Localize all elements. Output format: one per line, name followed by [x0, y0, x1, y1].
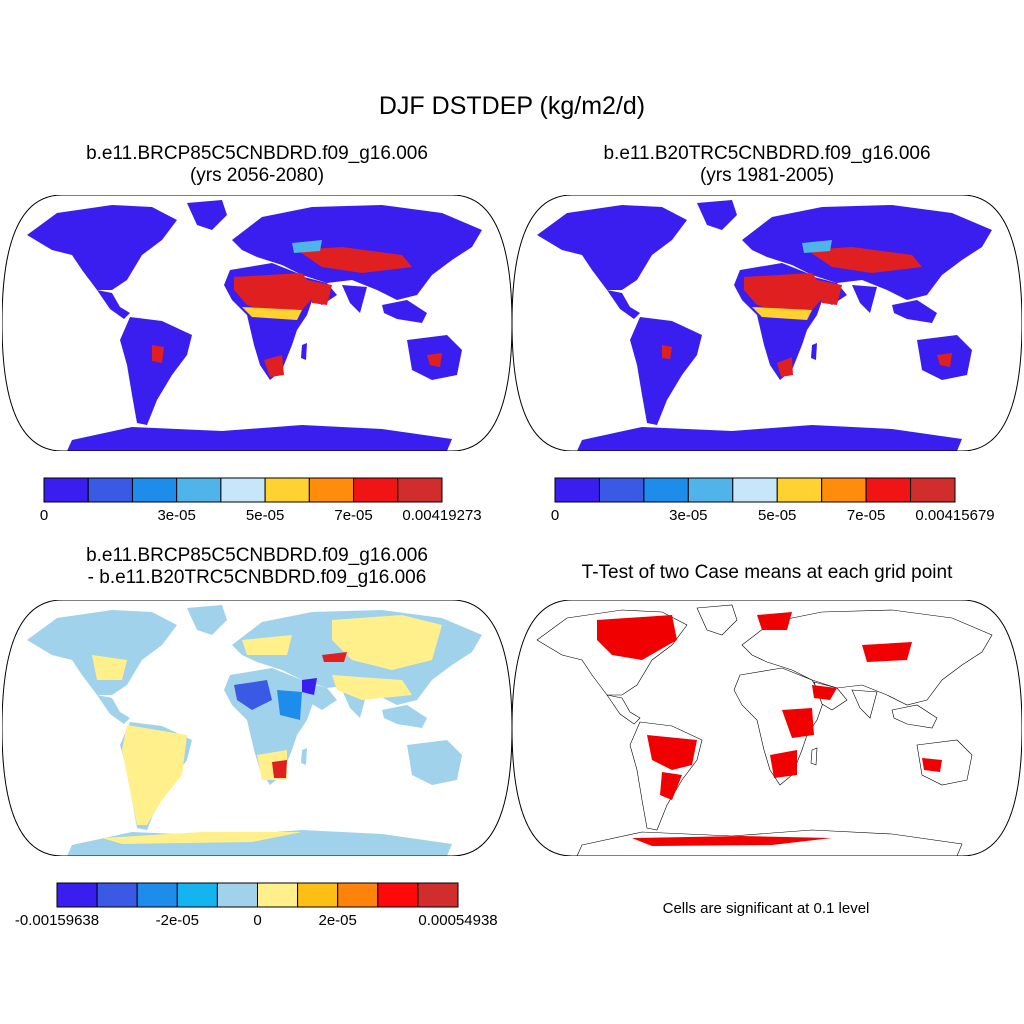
colorbar-swatch — [598, 477, 645, 503]
map-difference — [2, 600, 512, 856]
colorbar-case2-labels: 0 3e-05 5e-05 7e-05 0.00415679 — [550, 507, 995, 527]
colorbar-swatch — [308, 477, 355, 503]
panel-diff-title-line2: - b.e11.B20TRC5CNBDRD.f09_g16.006 — [87, 567, 427, 588]
panel-case2-title: b.e11.B20TRC5CNBDRD.f09_g16.006 (yrs 198… — [567, 143, 967, 187]
panel-ttest-title-line1: T-Test of two Case means at each grid po… — [581, 562, 953, 583]
panel-ttest-title: T-Test of two Case means at each grid po… — [507, 562, 1024, 584]
colorbar-swatch — [56, 882, 98, 908]
colorbar-tick-label: 2e-05 — [318, 912, 357, 929]
panel-case1-title: b.e11.BRCP85C5CNBDRD.f09_g16.006 (yrs 20… — [57, 143, 457, 187]
colorbar-tick-label: 7e-05 — [334, 507, 373, 524]
colorbar-swatch — [43, 477, 89, 503]
colorbar-swatch — [220, 477, 266, 503]
colorbar-swatch — [353, 477, 399, 503]
colorbar-swatch — [176, 477, 222, 503]
colorbar-tick-label: 5e-05 — [758, 507, 797, 524]
colorbar-swatch — [136, 882, 178, 908]
colorbar-tick-label: -2e-05 — [155, 912, 199, 929]
colorbar-swatch — [865, 477, 912, 503]
colorbar-tick-label: 7e-05 — [846, 507, 886, 524]
figure-title: DJF DSTDEP (kg/m2/d) — [378, 92, 646, 120]
dust-hotspots — [662, 240, 952, 377]
map-case2 — [512, 195, 1022, 451]
colorbar-case2 — [554, 477, 956, 503]
significant-cells — [597, 612, 942, 846]
colorbar-swatch — [216, 882, 258, 908]
colorbar-case1-labels: 0 3e-05 5e-05 7e-05 0.00419273 — [39, 507, 482, 527]
colorbar-swatch — [910, 477, 956, 503]
colorbar-swatch — [643, 477, 689, 503]
colorbar-swatch — [821, 477, 867, 503]
colorbar-tick-label: 0.00419273 — [402, 507, 482, 524]
colorbar-swatch — [297, 882, 339, 908]
colorbar-tick-label: 3e-05 — [669, 507, 708, 524]
colorbar-tick-label: 0.00415679 — [915, 507, 995, 524]
colorbar-swatch — [264, 477, 310, 503]
colorbar-tick-label: 5e-05 — [245, 507, 285, 524]
colorbar-swatch — [131, 477, 178, 503]
panel-diff-title-line1: b.e11.BRCP85C5CNBDRD.f09_g16.006 — [86, 545, 428, 566]
colorbar-swatch — [96, 882, 138, 908]
positive-change-regions — [92, 615, 442, 844]
colorbar-swatch — [687, 477, 734, 503]
colorbar-tick-label: 3e-05 — [157, 507, 196, 524]
colorbar-swatch — [732, 477, 778, 503]
colorbar-swatch — [397, 477, 443, 503]
panel-diff-title: b.e11.BRCP85C5CNBDRD.f09_g16.006 - b.e11… — [57, 545, 457, 589]
colorbar-swatch — [257, 882, 299, 908]
colorbar-difference-labels: -0.00159638 -2e-05 0 2e-05 0.00054938 — [15, 912, 498, 932]
panel-case1-title-line1: b.e11.BRCP85C5CNBDRD.f09_g16.006 — [86, 143, 428, 164]
colorbar-swatch — [417, 882, 459, 908]
dust-hotspots — [152, 240, 442, 377]
colorbar-swatch — [554, 477, 600, 503]
significance-note: Cells are significant at 0.1 level — [662, 900, 870, 917]
map-case1 — [2, 195, 512, 451]
colorbar-tick-label: 0 — [550, 507, 560, 524]
map-ttest — [512, 600, 1022, 856]
colorbar-swatch — [377, 882, 419, 908]
colorbar-tick-label: -0.00159638 — [14, 912, 100, 929]
negative-change-regions — [234, 678, 317, 720]
panel-case1-title-line2: (yrs 2056-2080) — [189, 165, 325, 186]
colorbar-case1 — [43, 477, 443, 503]
colorbar-difference — [56, 882, 459, 908]
colorbar-swatch — [776, 477, 823, 503]
colorbar-swatch — [337, 882, 379, 908]
colorbar-tick-label: 0 — [253, 912, 262, 929]
panel-case2-title-line1: b.e11.B20TRC5CNBDRD.f09_g16.006 — [603, 143, 931, 164]
colorbar-tick-label: 0 — [39, 507, 49, 524]
colorbar-swatch — [176, 882, 218, 908]
colorbar-tick-label: 0.00054938 — [418, 912, 498, 929]
colorbar-swatch — [87, 477, 133, 503]
panel-case2-title-line2: (yrs 1981-2005) — [699, 165, 835, 186]
